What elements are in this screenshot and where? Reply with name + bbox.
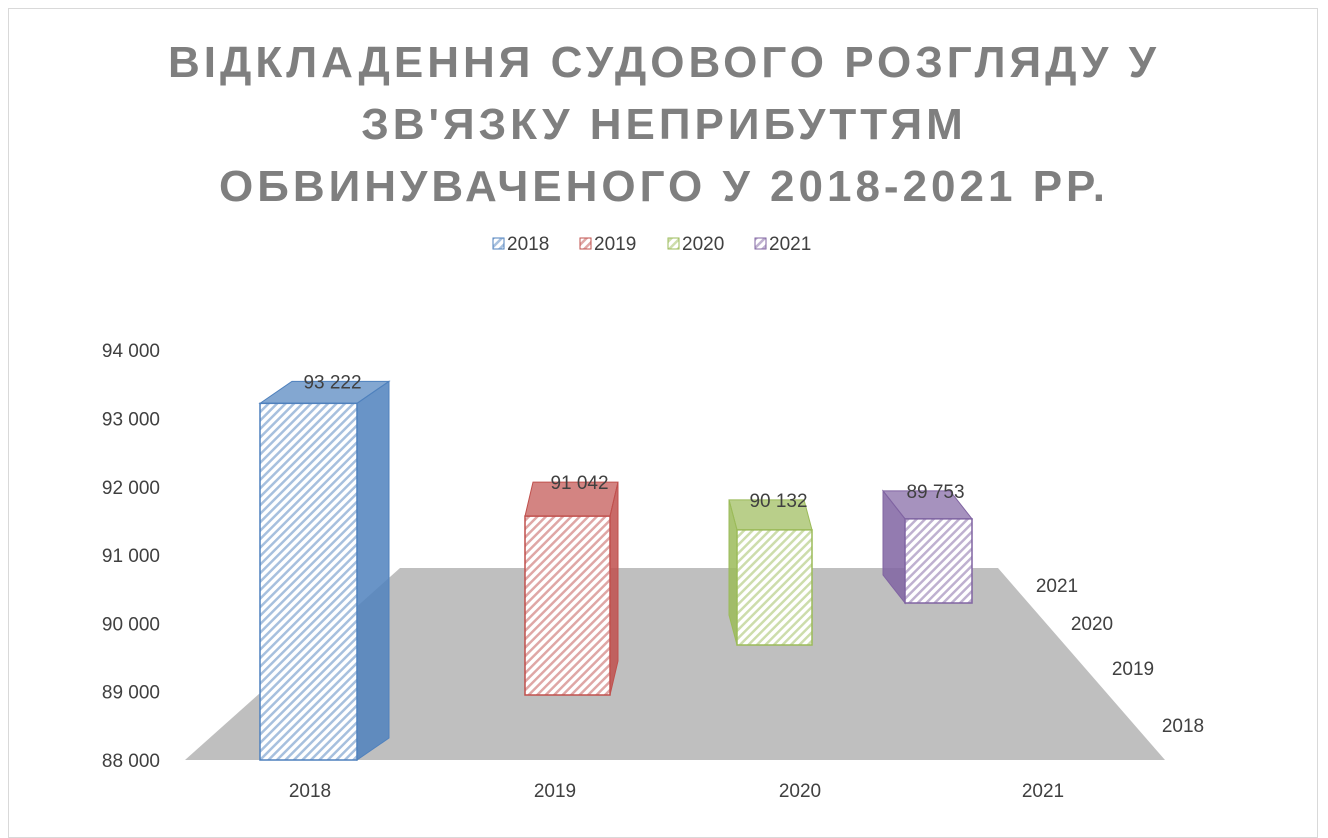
depth-label: 2021 <box>1036 576 1078 597</box>
x-tick-label: 2021 <box>1022 781 1064 802</box>
y-tick-label: 90 000 <box>102 614 160 635</box>
floor <box>185 568 1165 760</box>
bar <box>524 515 611 696</box>
y-tick-label: 92 000 <box>102 478 160 499</box>
depth-label: 2018 <box>1162 716 1204 737</box>
legend-swatch <box>492 237 505 250</box>
data-label: 93 222 <box>303 372 361 393</box>
legend-label: 2020 <box>682 234 724 255</box>
legend-swatch <box>579 237 592 250</box>
chart-title: ВІДКЛАДЕННЯ СУДОВОГО РОЗГЛЯДУ У ЗВ'ЯЗКУ … <box>168 38 1160 211</box>
x-tick-label: 2020 <box>779 781 821 802</box>
data-label: 90 132 <box>749 491 807 512</box>
y-tick-label: 93 000 <box>102 410 160 431</box>
y-tick-label: 91 000 <box>102 546 160 567</box>
bar <box>736 529 813 646</box>
depth-label: 2020 <box>1071 614 1113 635</box>
bar <box>259 402 358 761</box>
y-tick-label: 94 000 <box>102 341 160 362</box>
x-tick-label: 2019 <box>534 781 576 802</box>
legend-label: 2018 <box>507 234 549 255</box>
bar <box>904 518 973 604</box>
bar-side <box>356 380 390 761</box>
data-label: 89 753 <box>906 482 964 503</box>
bar-side <box>609 482 619 696</box>
depth-label: 2019 <box>1112 659 1154 680</box>
legend-label: 2019 <box>594 234 636 255</box>
legend-swatch <box>667 237 680 250</box>
legend-label: 2021 <box>769 234 811 255</box>
y-tick-label: 89 000 <box>102 683 160 704</box>
legend-swatch <box>754 237 767 250</box>
y-tick-label: 88 000 <box>102 751 160 772</box>
x-tick-label: 2018 <box>289 781 331 802</box>
data-label: 91 042 <box>550 473 608 494</box>
